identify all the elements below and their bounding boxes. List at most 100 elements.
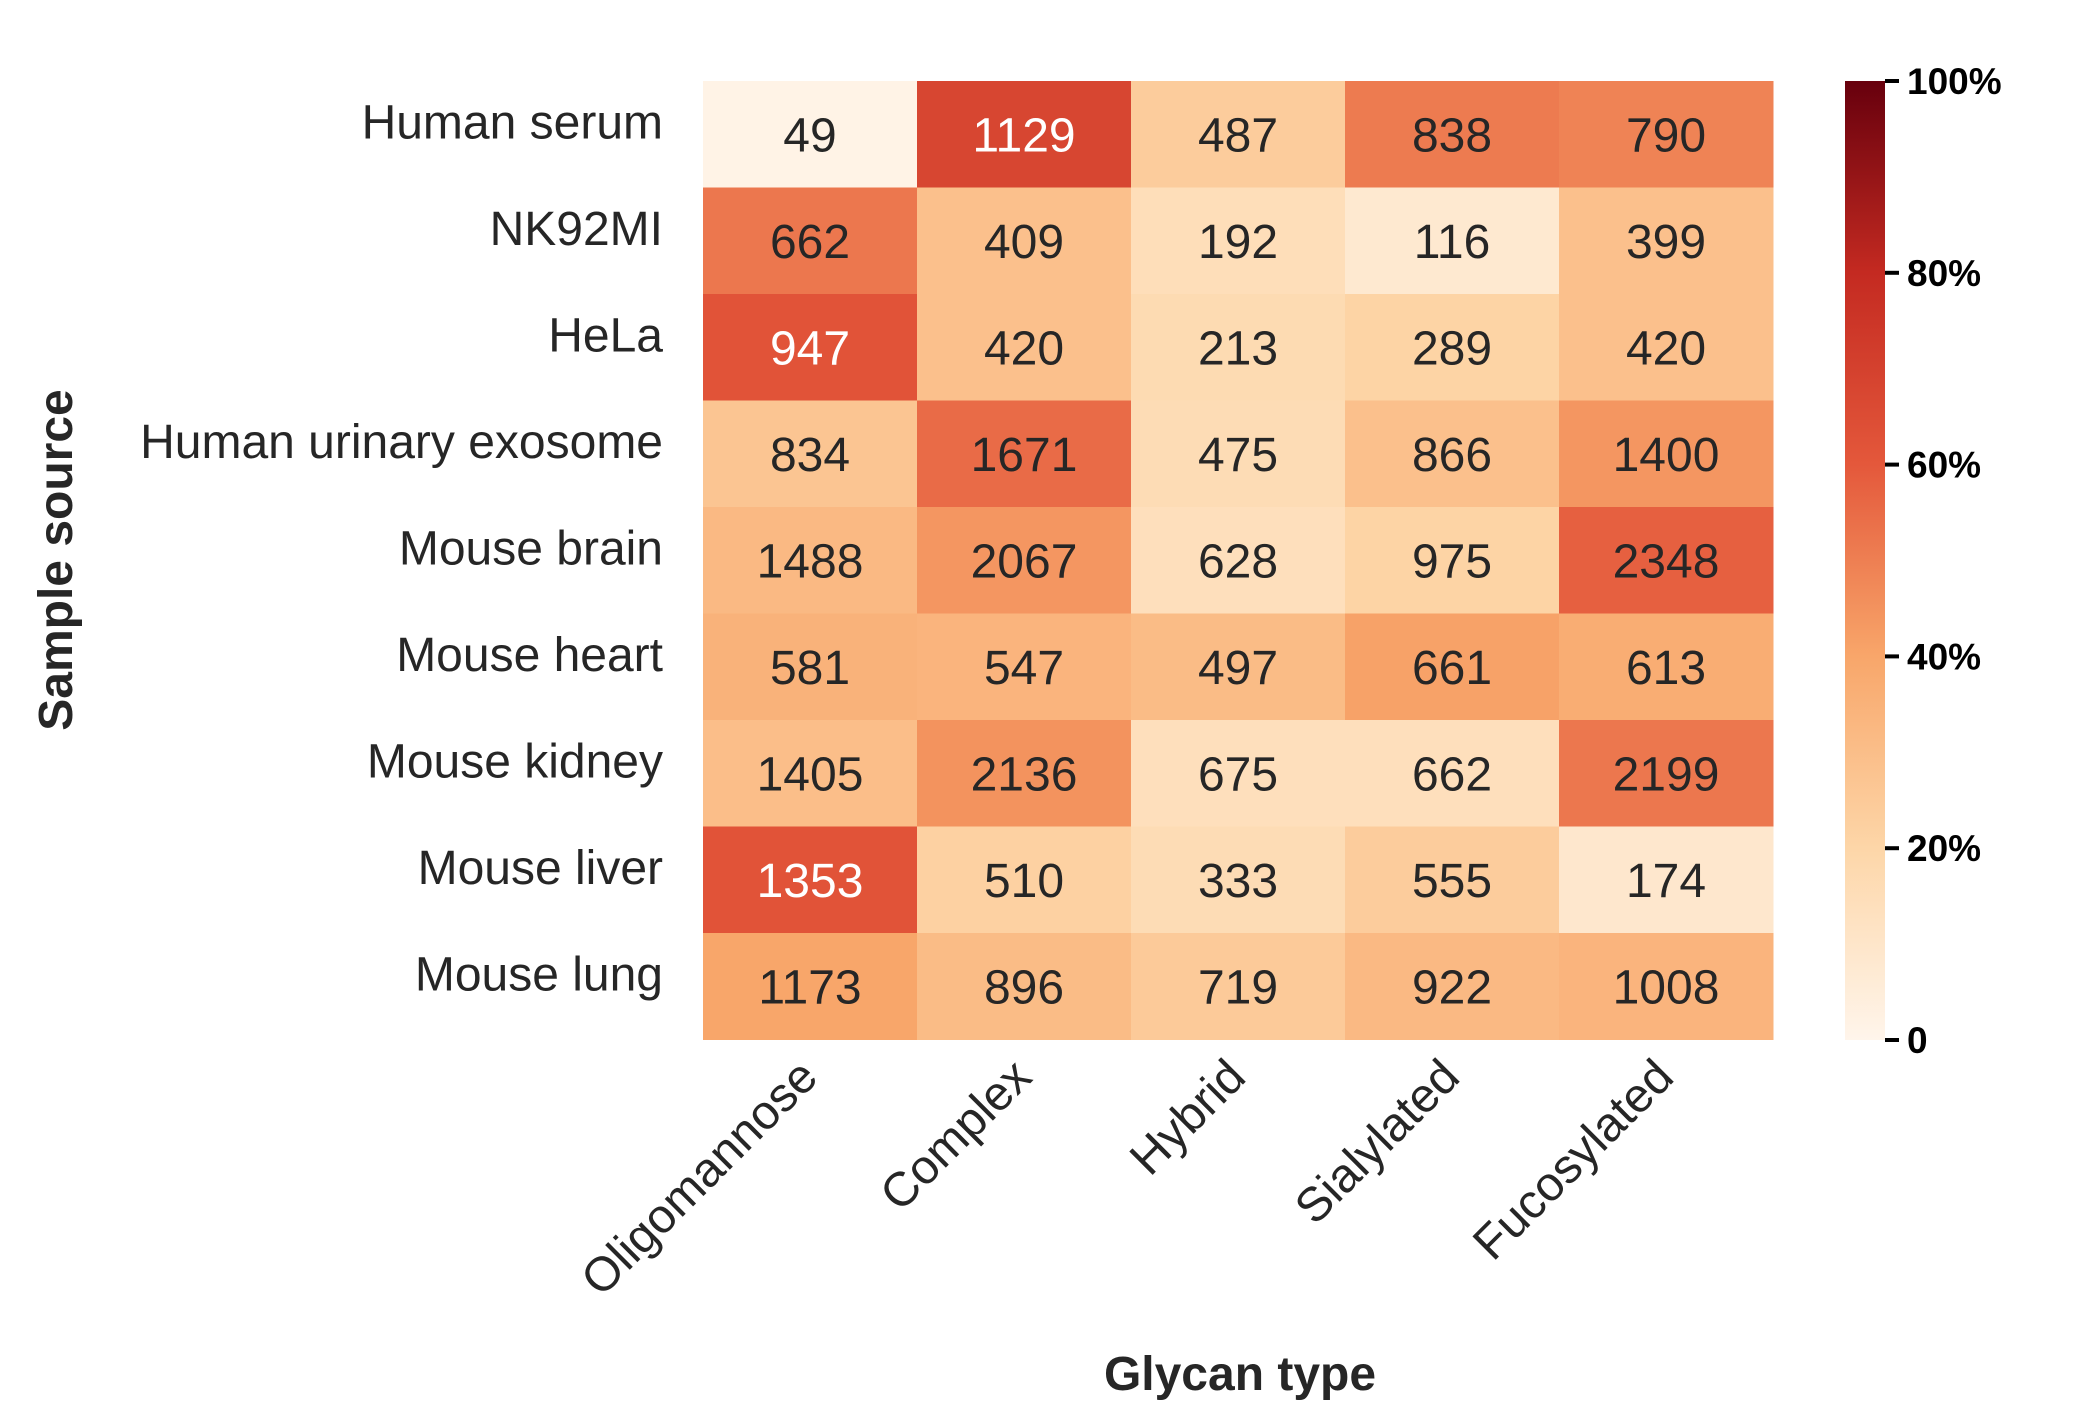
column-label: Hybrid [1120, 1050, 1256, 1186]
cell-value-label: 1488 [757, 535, 864, 588]
heatmap-cell [703, 720, 918, 827]
row-label: Mouse brain [399, 522, 663, 575]
cell-value-label: 866 [1412, 429, 1492, 482]
heatmap-cell [1131, 826, 1346, 934]
heatmap-cell [917, 294, 1132, 401]
row-label: NK92MI [490, 203, 663, 256]
cell-value-label: 420 [984, 322, 1064, 375]
heatmap-cells: 49 1129 487 838 790 662 409 192 116 399 947 420 213 2… [703, 81, 1774, 1040]
cell-value-label: 2067 [971, 535, 1078, 588]
heatmap-cell [1345, 826, 1560, 934]
heatmap-cell [1131, 400, 1346, 508]
colorbar-tick-label: 80% [1907, 253, 1981, 294]
heatmap-cell [917, 81, 1132, 188]
row-label: Mouse lung [415, 948, 663, 1001]
column-label: Oligomannose [571, 1050, 827, 1306]
heatmap-cell [1559, 933, 1774, 1040]
column-label: Complex [870, 1050, 1041, 1221]
heatmap-cell [1345, 613, 1560, 721]
row-label: Mouse kidney [367, 735, 663, 788]
heatmap-cell [1345, 81, 1560, 188]
column-label: Fucosylated [1463, 1050, 1683, 1270]
heatmap-cell [703, 81, 918, 188]
heatmap-cell [703, 507, 918, 614]
cell-value-label: 174 [1626, 855, 1706, 908]
row-label: Mouse heart [396, 629, 663, 682]
heatmap-cell [917, 507, 1132, 614]
heatmap-cell [703, 400, 918, 508]
heatmap-cell [917, 613, 1132, 721]
heatmap-cell [1559, 400, 1774, 508]
cell-value-label: 613 [1626, 642, 1706, 695]
cell-value-label: 49 [783, 109, 836, 162]
cell-value-label: 834 [770, 429, 850, 482]
colorbar-tick-label: 100% [1907, 61, 2002, 102]
cell-value-label: 581 [770, 642, 850, 695]
cell-value-label: 838 [1412, 109, 1492, 162]
cell-value-label: 662 [770, 216, 850, 269]
cell-value-label: 213 [1198, 322, 1278, 375]
cell-value-label: 399 [1626, 216, 1706, 269]
heatmap-cell [1345, 187, 1560, 295]
heatmap-cell [1559, 613, 1774, 721]
cell-value-label: 675 [1198, 748, 1278, 801]
heatmap-cell [1131, 81, 1346, 188]
heatmap-cell [1559, 187, 1774, 295]
row-label: Human serum [362, 96, 663, 149]
colorbar-tick-label: 0 [1907, 1020, 1928, 1061]
heatmap-cell [1131, 933, 1346, 1040]
cell-value-label: 662 [1412, 748, 1492, 801]
cell-value-label: 1405 [757, 748, 864, 801]
cell-value-label: 628 [1198, 535, 1278, 588]
cell-value-label: 333 [1198, 855, 1278, 908]
heatmap-cell [1559, 294, 1774, 401]
heatmap-cell [1559, 720, 1774, 827]
cell-value-label: 2348 [1613, 535, 1720, 588]
row-label: Mouse liver [418, 842, 663, 895]
column-label: Sialylated [1285, 1050, 1470, 1235]
cell-value-label: 2199 [1613, 748, 1720, 801]
heatmap-cell [1345, 720, 1560, 827]
cell-value-label: 1671 [971, 429, 1078, 482]
heatmap-cell [703, 933, 918, 1040]
cell-value-label: 2136 [971, 748, 1078, 801]
row-label: HeLa [548, 309, 663, 362]
heatmap-cell [1559, 507, 1774, 614]
colorbar-tick-label: 40% [1907, 636, 1981, 677]
cell-value-label: 661 [1412, 642, 1492, 695]
cell-value-label: 947 [770, 322, 850, 375]
heatmap-cell [1131, 507, 1346, 614]
cell-value-label: 975 [1412, 535, 1492, 588]
heatmap-cell [917, 720, 1132, 827]
cell-value-label: 192 [1198, 216, 1278, 269]
cell-value-label: 487 [1198, 109, 1278, 162]
heatmap-cell [917, 400, 1132, 508]
cell-value-label: 1008 [1613, 961, 1720, 1014]
cell-value-label: 420 [1626, 322, 1706, 375]
cell-value-label: 547 [984, 642, 1064, 695]
heatmap-cell [703, 187, 918, 295]
heatmap-cell [1559, 81, 1774, 188]
column-labels: Oligomannose Complex Hybrid SialylatedFucos… [571, 1050, 1683, 1306]
cell-value-label: 719 [1198, 961, 1278, 1014]
heatmap-cell [917, 187, 1132, 295]
heatmap-cell [1131, 187, 1346, 295]
cell-value-label: 116 [1414, 216, 1491, 269]
colorbar [1845, 81, 1885, 1040]
heatmap-cell [917, 826, 1132, 934]
row-labels: Human serum NK92MI HeLa Human urinary exoso… [140, 96, 663, 1001]
colorbar-tick-label: 60% [1907, 445, 1981, 486]
heatmap-cell [1131, 613, 1346, 721]
heatmap-cell [1345, 400, 1560, 508]
heatmap-cell [1345, 507, 1560, 614]
heatmap-cell [703, 613, 918, 721]
colorbar-tick-label: 20% [1907, 828, 1981, 869]
x-axis-title: Glycan type [1104, 1348, 1376, 1401]
y-axis-title: Sample source [30, 389, 83, 730]
cell-value-label: 1129 [972, 109, 1075, 162]
cell-value-label: 896 [984, 961, 1064, 1014]
colorbar-ticks: 0 20% 40% 60% 80% 100% [1885, 61, 2002, 1061]
heatmap-cell [1559, 826, 1774, 934]
heatmap-cell [703, 826, 918, 934]
